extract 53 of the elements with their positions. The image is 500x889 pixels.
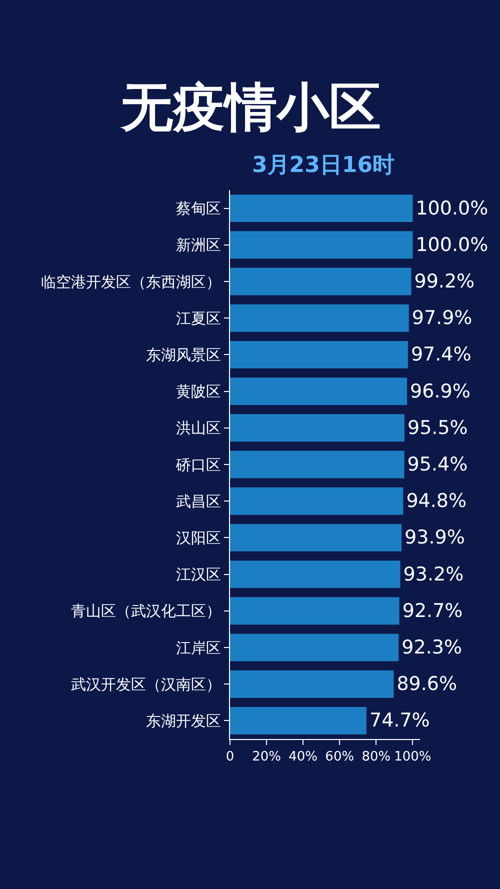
data-label: 95.4%: [407, 454, 468, 476]
y-tick-label: 黄陂区: [176, 382, 221, 401]
bar: [230, 524, 402, 552]
bar: [230, 597, 400, 625]
bar: [230, 670, 394, 698]
data-label: 74.7%: [369, 710, 430, 732]
x-tick-label: 80%: [362, 750, 391, 765]
y-tick-label: 东湖开发区: [146, 712, 221, 730]
y-tick-label: 武汉开发区（汉南区）: [71, 675, 221, 694]
bar: [230, 340, 408, 368]
data-label: 93.2%: [403, 563, 464, 586]
y-tick-label: 江汉区: [176, 566, 221, 584]
chart-title: 无疫情小区: [120, 78, 381, 138]
bar: [230, 487, 404, 515]
data-label: 97.4%: [410, 344, 472, 366]
data-label: 92.3%: [402, 636, 462, 659]
y-tick-label: 新洲区: [176, 236, 221, 254]
data-label: 94.8%: [406, 490, 467, 512]
data-label: 89.6%: [396, 673, 458, 696]
y-tick-label: 江夏区: [176, 309, 221, 328]
data-label: 97.9%: [412, 307, 472, 330]
x-tick-label: 0: [226, 750, 234, 765]
y-tick-label: 江岸区: [176, 638, 221, 657]
y-tick-label: 洪山区: [176, 419, 221, 438]
bar: [230, 194, 413, 222]
bar: [230, 414, 404, 442]
data-label: 95.5%: [407, 416, 468, 439]
x-tick-label: 60%: [325, 750, 354, 765]
data-label: 93.9%: [404, 526, 465, 549]
data-label: 99.2%: [414, 270, 475, 293]
bar: [230, 706, 366, 734]
y-tick-label: 硚口区: [175, 456, 221, 474]
y-tick-label: 青山区（武汉化工区）: [71, 602, 221, 620]
data-label: 92.7%: [402, 600, 463, 622]
bar: [230, 231, 413, 259]
bar: [230, 450, 404, 478]
y-tick-label: 武昌区: [176, 492, 221, 510]
chart-subtitle: 3月23日16时: [252, 153, 395, 178]
bar: [230, 634, 399, 662]
x-tick-label: 100%: [394, 750, 432, 765]
bar: [230, 304, 409, 332]
data-label: 100.0%: [416, 197, 488, 220]
y-tick-label: 蔡甸区: [176, 200, 221, 218]
bar: [230, 268, 412, 296]
y-tick-label: 临空港开发区（东西湖区）: [41, 272, 221, 291]
x-tick-label: 20%: [252, 750, 281, 765]
y-tick-label: 汉阳区: [176, 528, 221, 547]
data-label: 96.9%: [410, 380, 470, 402]
data-label: 100.0%: [416, 234, 488, 256]
bar: [230, 560, 400, 588]
y-tick-label: 东湖风景区: [146, 346, 221, 364]
bar: [230, 378, 408, 406]
x-tick-label: 40%: [288, 750, 318, 765]
